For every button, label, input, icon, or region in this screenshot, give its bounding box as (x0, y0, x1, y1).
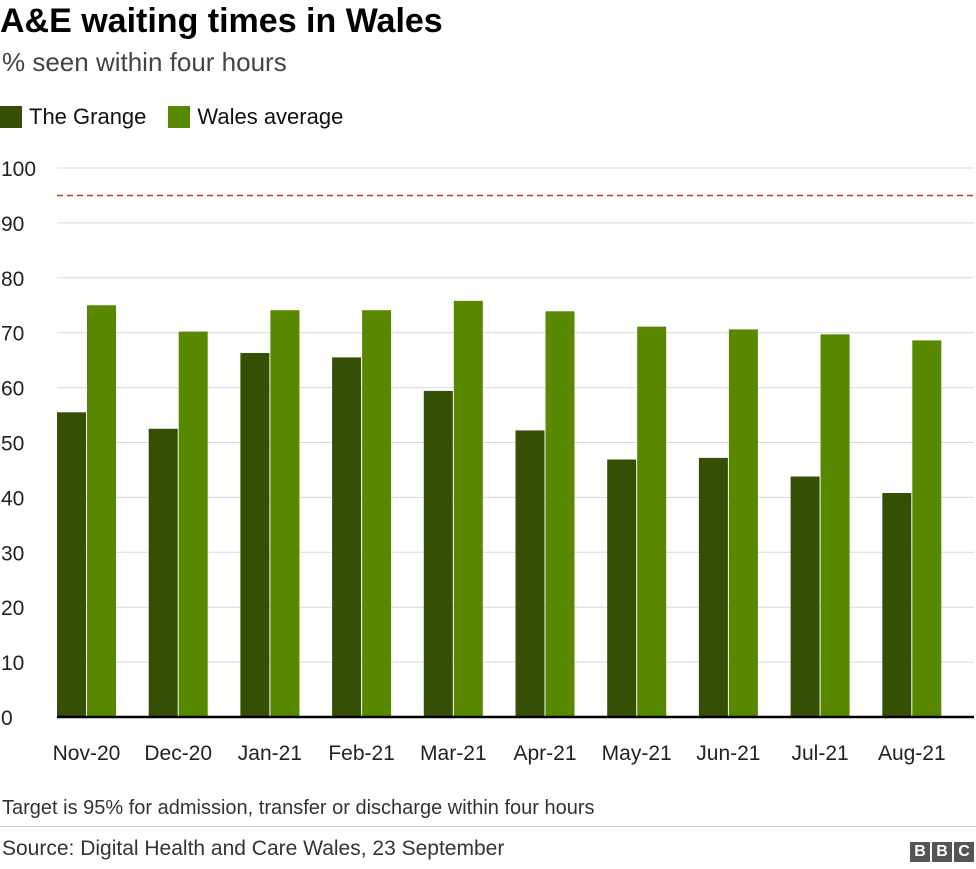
legend-swatch-grange (0, 106, 22, 128)
legend-label-wales-average: Wales average (197, 104, 344, 129)
x-tick-label: Mar-21 (420, 742, 487, 765)
y-tick-label: 50 (1, 433, 24, 456)
source-text: Source: Digital Health and Care Wales, 2… (2, 837, 505, 860)
legend-label-grange: The Grange (29, 104, 147, 129)
bar-grange (607, 459, 637, 717)
x-tick-label: Nov-20 (53, 742, 121, 765)
bar-wales-average (178, 331, 208, 717)
bar-wales-average (362, 310, 392, 717)
legend-item-wales-average: Wales average (168, 104, 343, 130)
y-tick-label: 0 (1, 707, 13, 730)
bbc-logo-letter: C (954, 842, 974, 862)
y-tick-label: 60 (1, 378, 24, 401)
chart-subtitle: % seen within four hours (2, 47, 287, 77)
bbc-logo-letter: B (932, 842, 952, 862)
bar-grange (698, 457, 728, 717)
y-tick-label: 100 (1, 158, 36, 181)
bar-wales-average (820, 334, 850, 717)
bar-wales-average (87, 305, 116, 717)
legend-swatch-wales-average (168, 106, 191, 128)
bar-grange (332, 357, 362, 717)
bar-grange (57, 412, 86, 717)
y-tick-label: 10 (1, 652, 24, 675)
x-tick-label: Feb-21 (328, 742, 395, 765)
x-tick-label: May-21 (602, 742, 672, 765)
x-tick-label: Jul-21 (791, 742, 848, 765)
footer-divider (0, 826, 976, 827)
bar-grange (515, 430, 545, 717)
bar-wales-average (637, 326, 667, 717)
y-tick-label: 90 (1, 213, 24, 236)
bbc-logo-letter: B (910, 842, 930, 862)
legend: The Grange Wales average (0, 104, 365, 130)
x-tick-label: Jan-21 (238, 742, 302, 765)
bar-wales-average (545, 311, 575, 717)
x-tick-label: Jun-21 (696, 742, 760, 765)
x-tick-label: Aug-21 (878, 742, 946, 765)
y-tick-label: 30 (1, 542, 24, 565)
chart-title: A&E waiting times in Wales (0, 2, 443, 40)
bar-grange (882, 493, 912, 717)
bar-grange (148, 428, 178, 717)
footnote: Target is 95% for admission, transfer or… (2, 797, 595, 819)
bar-wales-average (270, 310, 300, 717)
legend-item-grange: The Grange (0, 104, 146, 130)
y-tick-label: 20 (1, 597, 24, 620)
bar-wales-average (728, 329, 758, 717)
x-tick-label: Dec-20 (144, 742, 212, 765)
y-tick-label: 80 (1, 268, 24, 291)
bar-wales-average (912, 340, 942, 717)
bbc-logo: B B C (910, 842, 974, 862)
y-tick-label: 40 (1, 487, 24, 510)
x-tick-label: Apr-21 (513, 742, 576, 765)
y-tick-label: 70 (1, 323, 24, 346)
bar-grange (790, 476, 820, 717)
bar-grange (240, 353, 270, 717)
bar-wales-average (453, 300, 483, 717)
bar-grange (423, 390, 453, 717)
bar-chart: 0 10 20 30 40 50 60 70 80 90 100 Nov-20 Dec-20 Jan-21… (1, 158, 974, 765)
